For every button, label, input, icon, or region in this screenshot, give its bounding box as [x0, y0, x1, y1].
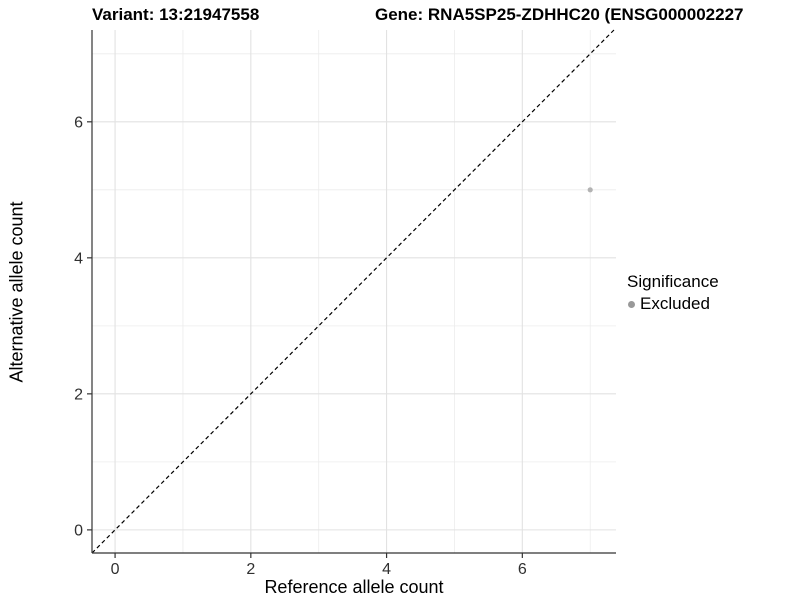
- y-tick-label: 2: [74, 386, 83, 403]
- x-tick-label: 6: [518, 561, 527, 578]
- y-tick-label: 6: [74, 114, 83, 131]
- y-axis-title: Alternative allele count: [6, 201, 27, 383]
- x-tick-label: 0: [111, 561, 120, 578]
- legend: Significance Excluded: [627, 272, 719, 314]
- identity-reference-line: [91, 29, 615, 554]
- x-tick-label: 4: [382, 561, 391, 578]
- legend-title: Significance: [627, 272, 719, 291]
- legend-item-excluded: Excluded: [627, 294, 719, 314]
- data-point: [587, 187, 593, 193]
- excluded-point-icon: [628, 300, 635, 308]
- y-tick-label: 0: [74, 522, 83, 539]
- x-axis-title: Reference allele count: [264, 577, 444, 597]
- x-tick-label: 2: [246, 561, 255, 578]
- y-tick-label: 4: [74, 250, 83, 267]
- variant-title: Variant: 13:21947558: [92, 5, 260, 24]
- gene-title: Gene: RNA5SP25-ZDHHC20 (ENSG000002227: [375, 5, 744, 24]
- legend-item-label: Excluded: [640, 294, 710, 313]
